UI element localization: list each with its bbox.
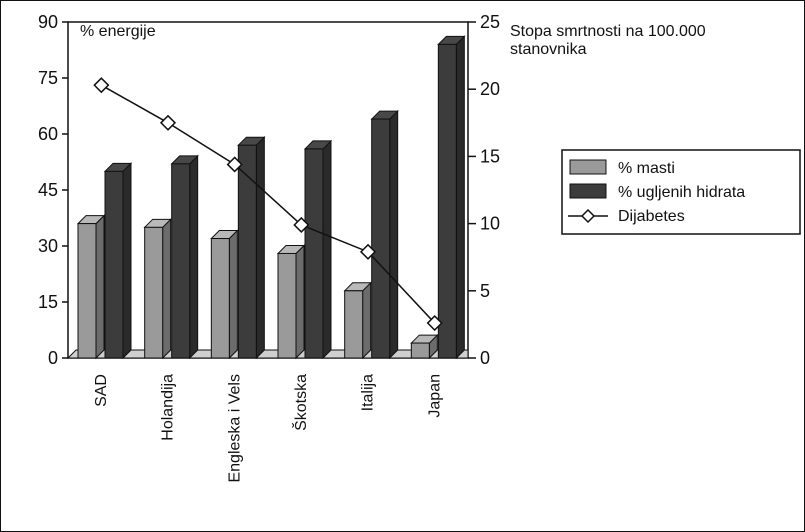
legend-swatch — [569, 159, 607, 175]
x-tick-label: Italija — [360, 374, 377, 411]
legend-label: % masti — [618, 160, 675, 177]
bar-side — [295, 244, 305, 360]
bar — [171, 163, 191, 359]
bar-side — [95, 214, 105, 360]
legend-label: % ugljenih hidrata — [618, 184, 745, 201]
bar-side — [455, 35, 465, 360]
x-tick-label: Holandija — [160, 374, 177, 441]
legend: % masti % ugljenih hidrata Dijabetes — [561, 149, 801, 235]
y-left-tick-label: 75 — [38, 68, 58, 88]
bar — [210, 238, 230, 359]
bar — [410, 342, 430, 359]
axes-group: 0 15 30 45 60 75 90 0 5 10 15 20 25 SAD Holandija Engle… — [38, 12, 500, 483]
line-layer — [93, 77, 443, 332]
bar-side — [228, 229, 238, 360]
legend-label: Dijabetes — [618, 208, 685, 225]
y-left-tick-label: 30 — [38, 236, 58, 256]
plot-area — [66, 21, 469, 359]
bar — [344, 290, 364, 359]
y-right-tick-label: 25 — [480, 12, 500, 32]
bar-side — [389, 109, 399, 360]
bar — [437, 43, 457, 359]
line-marker — [159, 114, 177, 131]
bar — [144, 226, 164, 359]
line-marker — [426, 314, 443, 332]
bars-group — [76, 35, 466, 360]
y-right-tick-label: 20 — [480, 79, 500, 99]
y-right-tick-label: 10 — [480, 214, 500, 234]
bar — [277, 252, 297, 359]
y-left-tick-label: 45 — [38, 180, 58, 200]
y-left-tick-label: 0 — [48, 348, 58, 368]
bar — [371, 118, 391, 359]
bar — [304, 148, 324, 359]
y-right-tick-label: 5 — [480, 281, 490, 301]
bar — [104, 170, 124, 359]
bar-side — [255, 135, 265, 360]
y-left-tick-label: 60 — [38, 124, 58, 144]
x-tick-label: Engleska i Vels — [226, 374, 243, 483]
bar — [77, 223, 97, 359]
line-marker — [226, 156, 243, 173]
y-left-tick-label: 15 — [38, 292, 58, 312]
legend-swatch — [569, 183, 607, 199]
y-left-axis-label: % energije — [80, 23, 156, 40]
line-marker — [359, 243, 377, 260]
bar-side — [162, 218, 172, 360]
plot-frame — [67, 21, 469, 359]
bar-side — [189, 154, 199, 360]
y-right-tick-label: 15 — [480, 146, 500, 166]
line-marker — [293, 216, 310, 234]
x-tick-label: Škotska — [291, 374, 310, 431]
bar — [237, 144, 257, 359]
y-right-axis-label: Stopa smrtnosti na 100.000 stanovnika — [510, 23, 706, 58]
x-tick-label: Japan — [426, 374, 443, 418]
bar-side — [322, 139, 332, 360]
x-tick-label: SAD — [93, 374, 110, 407]
y-left-tick-label: 90 — [38, 12, 58, 32]
bar-side — [362, 281, 372, 360]
y-right-tick-label: 0 — [480, 348, 490, 368]
bar-side — [122, 162, 132, 360]
series-line-dijabetes — [100, 84, 436, 324]
line-marker — [93, 77, 110, 94]
legend-marker — [580, 208, 596, 224]
